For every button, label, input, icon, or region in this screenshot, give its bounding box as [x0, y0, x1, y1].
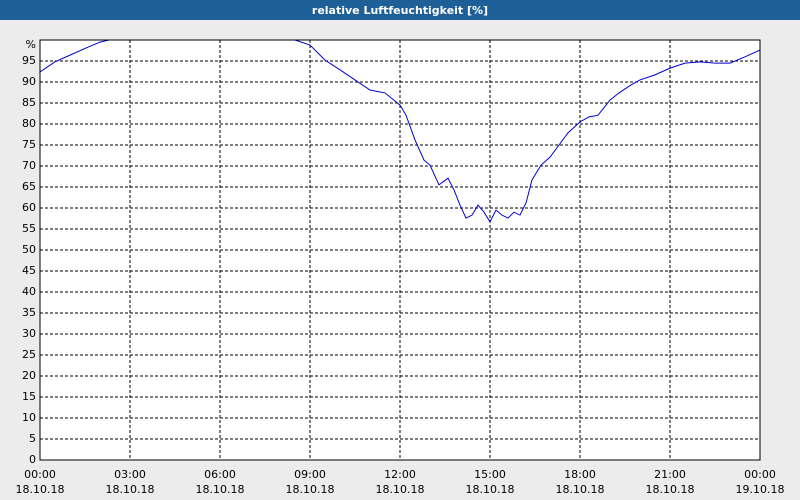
- x-tick-label: 06:00: [204, 468, 236, 481]
- x-tick-label: 21:00: [654, 468, 686, 481]
- y-tick-label: 70: [22, 159, 36, 172]
- y-tick-label: 0: [29, 453, 36, 466]
- y-tick-label: 85: [22, 96, 36, 109]
- x-tick-date: 18.10.18: [16, 483, 65, 496]
- y-tick-label: 80: [22, 117, 36, 130]
- x-tick-date: 18.10.18: [556, 483, 605, 496]
- x-tick-date: 18.10.18: [466, 483, 515, 496]
- y-tick-label: 20: [22, 369, 36, 382]
- chart-title: relative Luftfeuchtigkeit [%]: [312, 4, 488, 17]
- x-tick-date: 18.10.18: [106, 483, 155, 496]
- x-tick-label: 18:00: [564, 468, 596, 481]
- data-line: [40, 40, 760, 223]
- title-bar: [0, 0, 800, 20]
- y-tick-label: 50: [22, 243, 36, 256]
- y-tick-label: 35: [22, 306, 36, 319]
- x-tick-date: 18.10.18: [286, 483, 335, 496]
- y-tick-label: 45: [22, 264, 36, 277]
- y-tick-label: 25: [22, 348, 36, 361]
- x-tick-label: 00:00: [24, 468, 56, 481]
- plot-border: [39, 39, 761, 461]
- y-tick-label: 55: [22, 222, 36, 235]
- x-tick-label: 15:00: [474, 468, 506, 481]
- y-tick-label: 95: [22, 54, 36, 67]
- x-tick-date: 18.10.18: [376, 483, 425, 496]
- x-tick-label: 03:00: [114, 468, 146, 481]
- y-tick-label: 60: [22, 201, 36, 214]
- y-tick-label: 5: [29, 432, 36, 445]
- y-axis-label: %: [26, 38, 36, 51]
- x-tick-label: 00:00: [744, 468, 776, 481]
- x-tick-label: 09:00: [294, 468, 326, 481]
- y-tick-label: 90: [22, 75, 36, 88]
- x-tick-label: 12:00: [384, 468, 416, 481]
- y-tick-label: 10: [22, 411, 36, 424]
- x-tick-date: 19.10.18: [736, 483, 785, 496]
- y-tick-label: 40: [22, 285, 36, 298]
- y-tick-label: 30: [22, 327, 36, 340]
- y-tick-label: 65: [22, 180, 36, 193]
- y-tick-label: 15: [22, 390, 36, 403]
- x-tick-date: 18.10.18: [646, 483, 695, 496]
- x-tick-date: 18.10.18: [196, 483, 245, 496]
- y-tick-label: 75: [22, 138, 36, 151]
